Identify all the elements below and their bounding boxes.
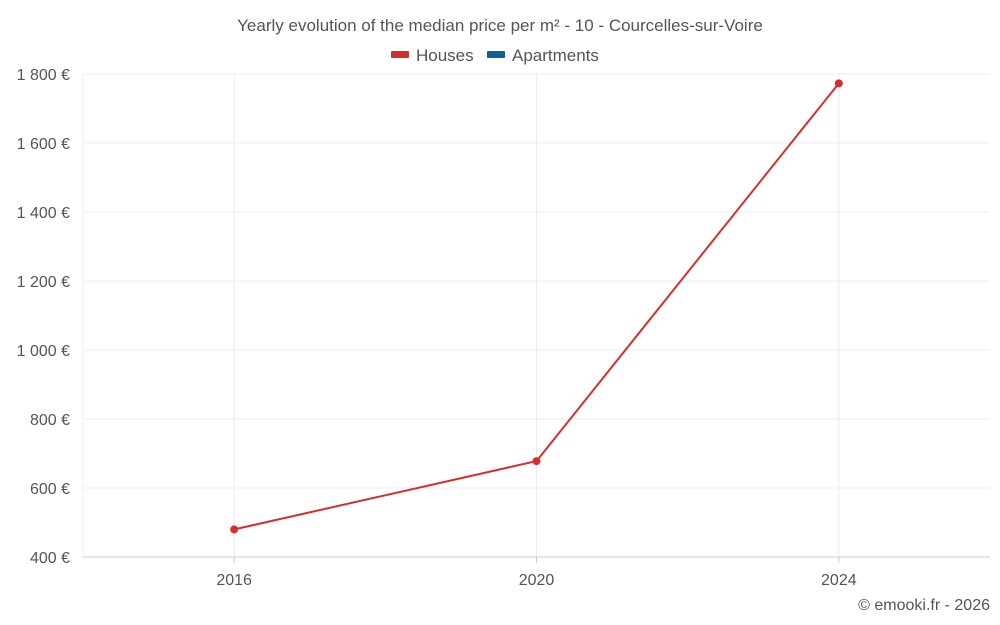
- legend-item-houses[interactable]: Houses: [391, 46, 474, 65]
- legend-label-houses: Houses: [416, 46, 474, 65]
- axes: [82, 74, 990, 563]
- x-tick-label: 2016: [216, 572, 252, 589]
- y-tick-label: 1 400 €: [17, 205, 70, 222]
- chart-title: Yearly evolution of the median price per…: [237, 16, 763, 35]
- legend-swatch-houses: [391, 51, 409, 58]
- data-point-houses[interactable]: [532, 457, 541, 466]
- legend: Houses Apartments: [391, 46, 599, 65]
- x-tick-label: 2024: [821, 572, 857, 589]
- legend-swatch-apartments: [487, 51, 505, 58]
- y-tick-label: 400 €: [30, 550, 70, 567]
- y-tick-label: 1 600 €: [17, 136, 70, 153]
- y-tick-label: 600 €: [30, 481, 70, 498]
- data-point-houses[interactable]: [230, 525, 239, 534]
- data-point-houses[interactable]: [834, 79, 843, 88]
- y-tick-label: 800 €: [30, 412, 70, 429]
- y-tick-label: 1 000 €: [17, 343, 70, 360]
- series: [230, 79, 843, 534]
- y-tick-label: 1 200 €: [17, 274, 70, 291]
- x-tick-labels: 2016 2020 2024: [216, 572, 856, 589]
- legend-label-apartments: Apartments: [512, 46, 599, 65]
- legend-item-apartments[interactable]: Apartments: [487, 46, 599, 65]
- y-tick-labels: 400 € 600 € 800 € 1 000 € 1 200 € 1 400 € 1 60…: [17, 67, 70, 567]
- grid: [83, 73, 990, 557]
- y-tick-label: 1 800 €: [17, 67, 70, 84]
- credit-text: © emooki.fr - 2026: [858, 597, 990, 614]
- x-tick-label: 2020: [519, 572, 555, 589]
